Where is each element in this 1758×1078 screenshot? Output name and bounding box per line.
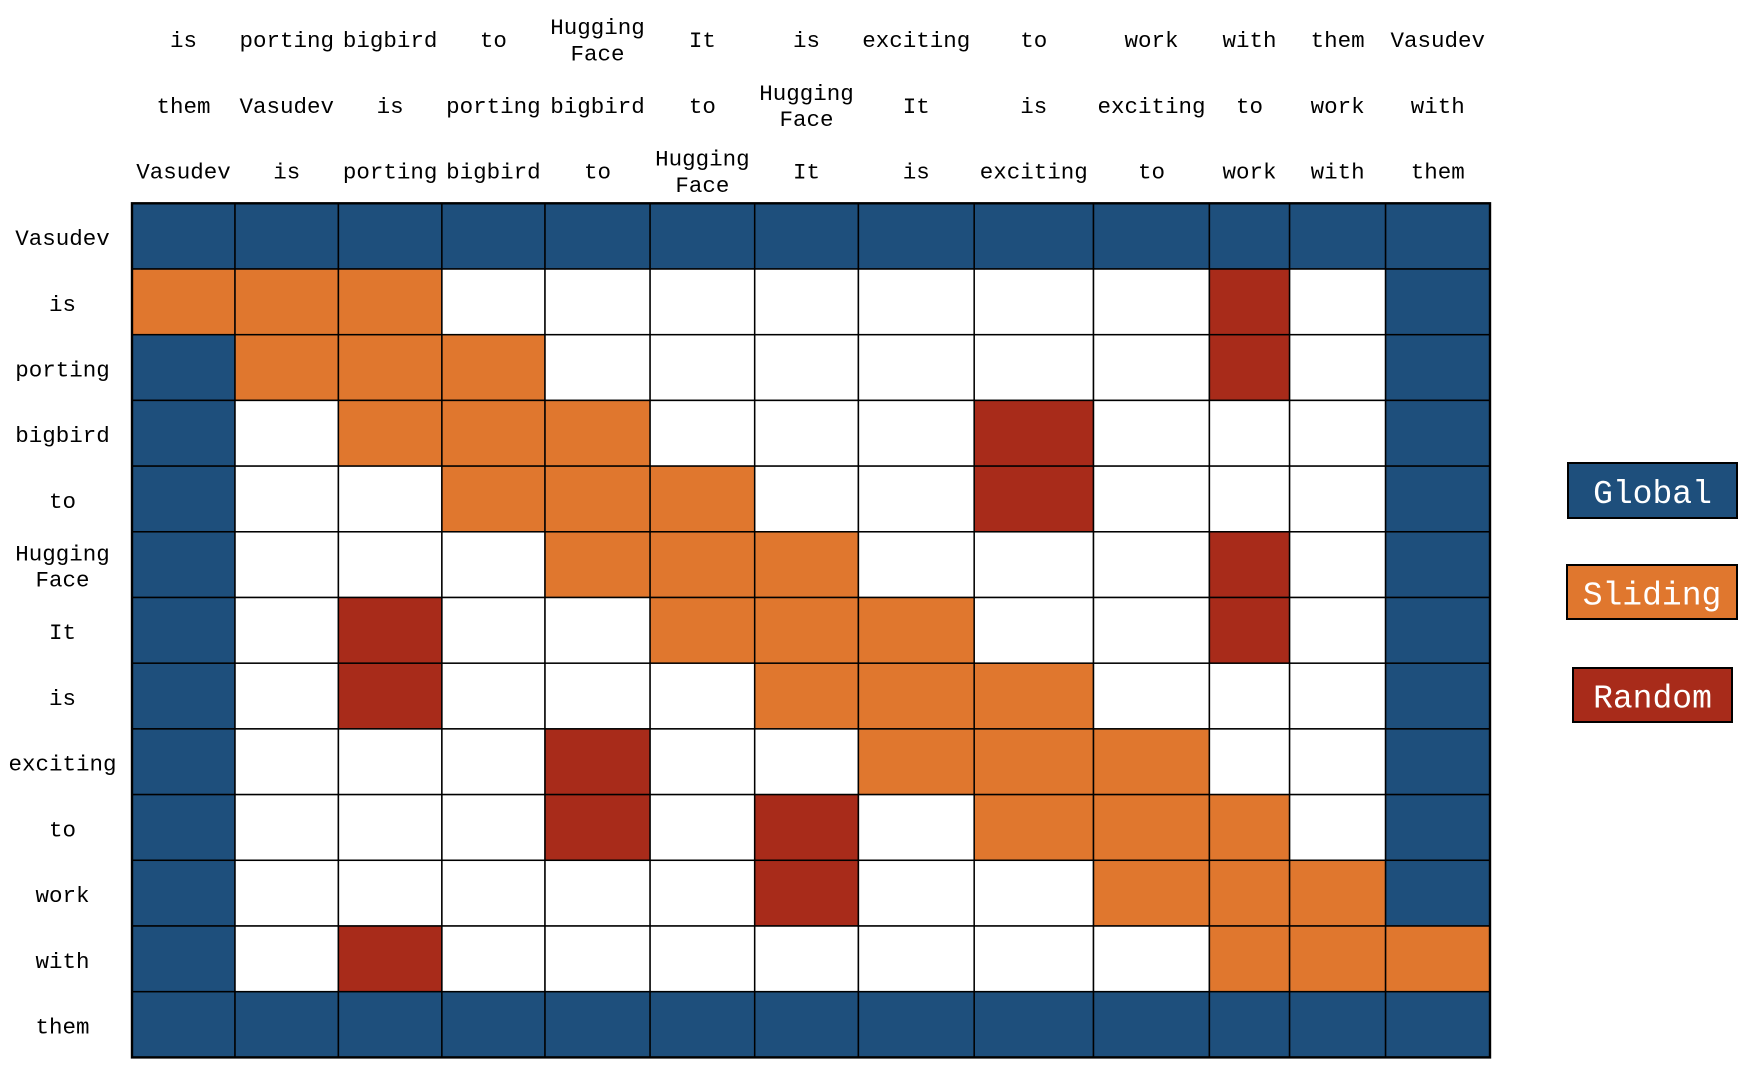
svg-text:work: work (1311, 94, 1365, 120)
svg-text:to: to (1236, 94, 1263, 120)
svg-text:to: to (49, 817, 76, 843)
svg-text:them: them (1411, 160, 1465, 186)
svg-text:is: is (903, 160, 930, 186)
svg-text:Global: Global (1593, 476, 1712, 513)
svg-text:Vasudev: Vasudev (136, 160, 231, 186)
svg-text:Vasudev: Vasudev (15, 226, 110, 252)
svg-text:with: with (1222, 28, 1276, 54)
svg-text:to: to (1138, 160, 1165, 186)
svg-text:Vasudev: Vasudev (1391, 28, 1486, 54)
svg-text:exciting: exciting (862, 28, 970, 54)
svg-text:is: is (1020, 94, 1047, 120)
svg-text:exciting: exciting (980, 160, 1088, 186)
svg-text:to: to (584, 160, 611, 186)
svg-text:to: to (49, 489, 76, 515)
svg-text:to: to (1020, 28, 1047, 54)
svg-text:is: is (273, 160, 300, 186)
svg-text:bigbird: bigbird (446, 160, 541, 186)
svg-text:is: is (170, 28, 197, 54)
svg-text:It: It (903, 94, 930, 120)
svg-text:with: with (1411, 94, 1465, 120)
svg-text:is: is (377, 94, 404, 120)
svg-text:with: with (1311, 160, 1365, 186)
svg-text:is: is (793, 28, 820, 54)
svg-text:porting: porting (15, 358, 110, 384)
svg-text:them: them (1311, 28, 1365, 54)
svg-text:is: is (49, 686, 76, 712)
svg-text:work: work (1124, 28, 1178, 54)
svg-text:porting: porting (239, 28, 334, 54)
svg-text:It: It (793, 160, 820, 186)
svg-text:to: to (689, 94, 716, 120)
svg-text:them: them (156, 94, 210, 120)
svg-text:bigbird: bigbird (15, 423, 110, 449)
svg-text:Sliding: Sliding (1583, 578, 1722, 615)
svg-text:Vasudev: Vasudev (239, 94, 334, 120)
svg-text:It: It (49, 620, 76, 646)
svg-text:work: work (35, 883, 89, 909)
svg-text:work: work (1222, 160, 1276, 186)
svg-text:It: It (689, 28, 716, 54)
svg-text:Random: Random (1593, 681, 1712, 718)
svg-text:them: them (35, 1015, 89, 1041)
svg-text:to: to (480, 28, 507, 54)
svg-text:exciting: exciting (8, 752, 116, 778)
svg-text:exciting: exciting (1097, 94, 1205, 120)
svg-text:porting: porting (446, 94, 541, 120)
svg-text:porting: porting (343, 160, 438, 186)
svg-text:is: is (49, 292, 76, 318)
svg-text:with: with (35, 949, 89, 975)
svg-text:bigbird: bigbird (550, 94, 645, 120)
svg-text:bigbird: bigbird (343, 28, 438, 54)
